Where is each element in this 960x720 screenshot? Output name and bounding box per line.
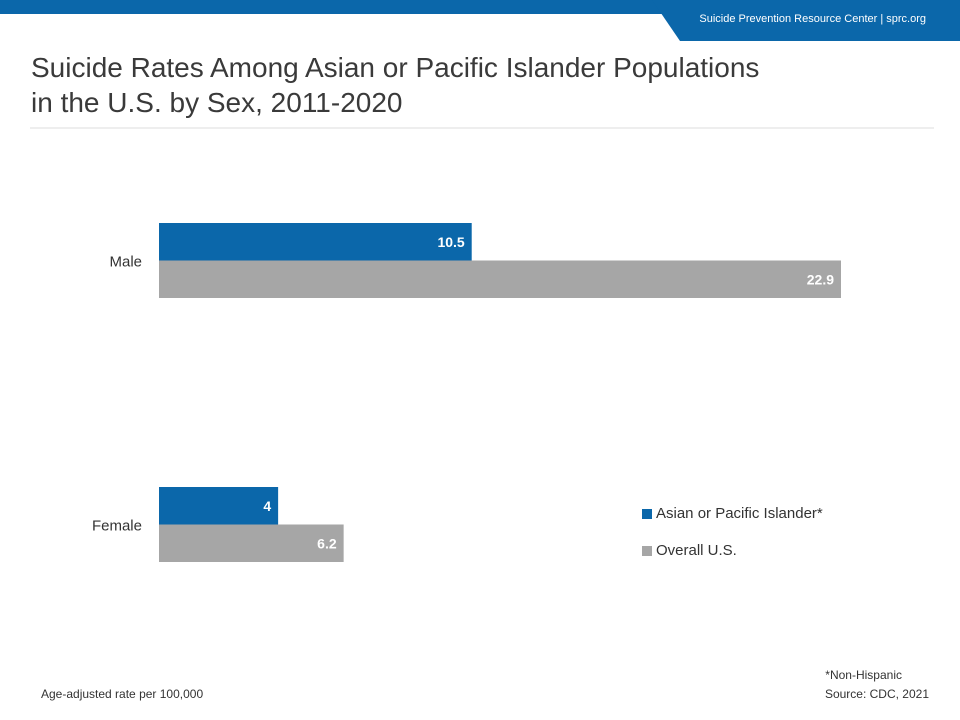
legend-swatch-asian-pacific-islander <box>642 509 652 519</box>
units-note: Age-adjusted rate per 100,000 <box>41 687 204 701</box>
legend-swatch-overall-us <box>642 546 652 556</box>
category-label-male: Male <box>109 254 142 271</box>
header-tab: Suicide Prevention Resource Center | spr… <box>652 0 960 41</box>
bar-female-series-0 <box>159 487 279 525</box>
legend-label-overall-us: Overall U.S. <box>656 542 737 559</box>
data-label-female-series-0: 4 <box>263 498 271 514</box>
source-note: Source: CDC, 2021 <box>824 687 929 701</box>
data-label-female-series-1: 6.2 <box>317 535 337 551</box>
legend-label-asian-pacific-islander: Asian or Pacific Islander* <box>656 505 823 522</box>
title-divider <box>30 127 934 129</box>
category-label-female: Female <box>92 518 142 535</box>
title-line-2: in the U.S. by Sex, 2011-2020 <box>31 87 403 118</box>
org-link[interactable]: Suicide Prevention Resource Center | spr… <box>699 13 926 25</box>
bar-male-series-0 <box>159 223 472 261</box>
page-title: Suicide Rates Among Asian or Pacific Isl… <box>31 50 871 120</box>
footnote: *Non-Hispanic <box>825 668 902 682</box>
title-line-1: Suicide Rates Among Asian or Pacific Isl… <box>31 52 760 83</box>
data-label-male-series-0: 10.5 <box>437 234 464 250</box>
bar-female-series-1 <box>159 524 344 562</box>
bar-male-series-1 <box>159 260 841 298</box>
data-label-male-series-1: 22.9 <box>807 271 834 287</box>
